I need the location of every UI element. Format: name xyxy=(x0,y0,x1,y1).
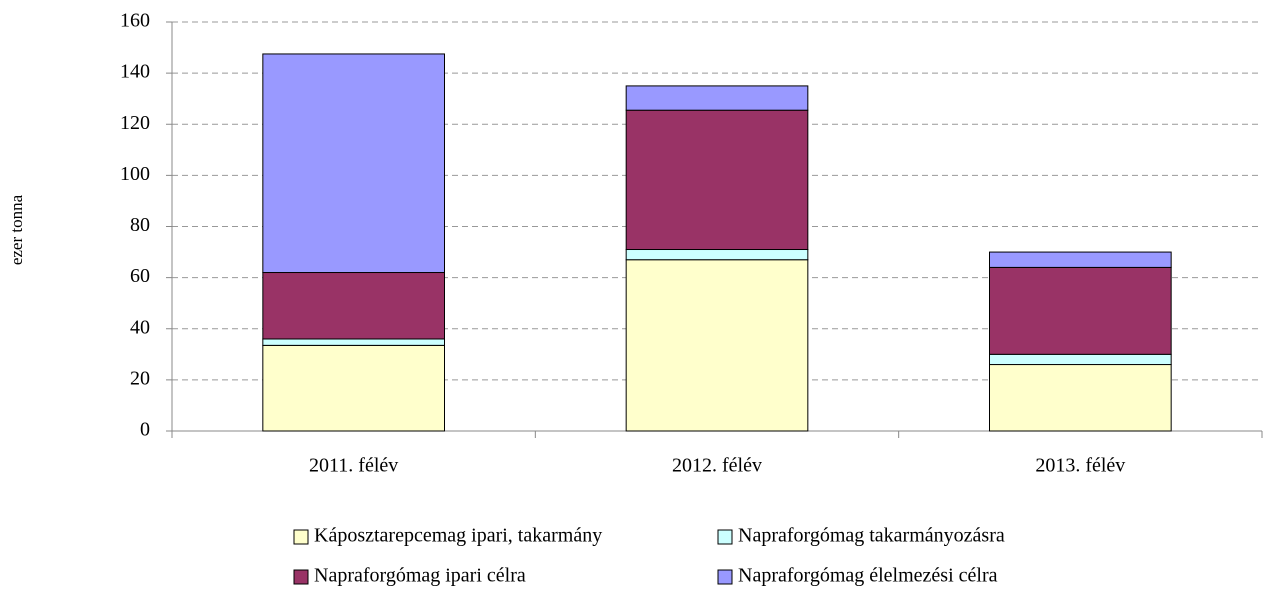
y-tick-label: 140 xyxy=(120,61,150,83)
bar-segment xyxy=(989,353,1172,366)
bar-segment xyxy=(989,251,1172,268)
bar-segment xyxy=(262,272,446,340)
bar-segment xyxy=(625,259,809,432)
legend-swatch xyxy=(717,569,733,585)
x-tick-label: 2012. félév xyxy=(672,455,762,477)
legend-swatch xyxy=(717,529,733,545)
bar-segment xyxy=(625,249,809,261)
y-axis-label: ezer tonna xyxy=(7,194,26,265)
y-tick-label: 20 xyxy=(130,367,150,389)
y-tick-label: 40 xyxy=(130,316,150,338)
legend-label: Káposztarepcemag ipari, takarmány xyxy=(314,525,602,547)
y-tick-label: 160 xyxy=(120,10,150,32)
bar-segment xyxy=(989,364,1172,432)
y-tick-label: 60 xyxy=(130,265,150,287)
bar-segment xyxy=(625,109,809,251)
x-tick-label: 2011. félév xyxy=(309,455,398,477)
bar-segment xyxy=(989,266,1172,355)
legend-swatch xyxy=(293,529,309,545)
bar-segment xyxy=(262,344,446,432)
x-tick-label: 2013. félév xyxy=(1035,455,1125,477)
bar-segment xyxy=(262,53,446,274)
legend-label: Napraforgómag takarmányozásra xyxy=(738,525,1005,547)
legend-swatch xyxy=(293,569,309,585)
legend-label: Napraforgómag élelmezési célra xyxy=(738,565,998,587)
bar-segment xyxy=(262,338,446,346)
legend-label: Napraforgómag ipari célra xyxy=(314,565,526,587)
y-tick-label: 0 xyxy=(140,419,150,441)
bar-segment xyxy=(625,85,809,111)
y-tick-label: 80 xyxy=(130,214,150,236)
y-tick-label: 100 xyxy=(120,163,150,185)
y-tick-label: 120 xyxy=(120,112,150,134)
